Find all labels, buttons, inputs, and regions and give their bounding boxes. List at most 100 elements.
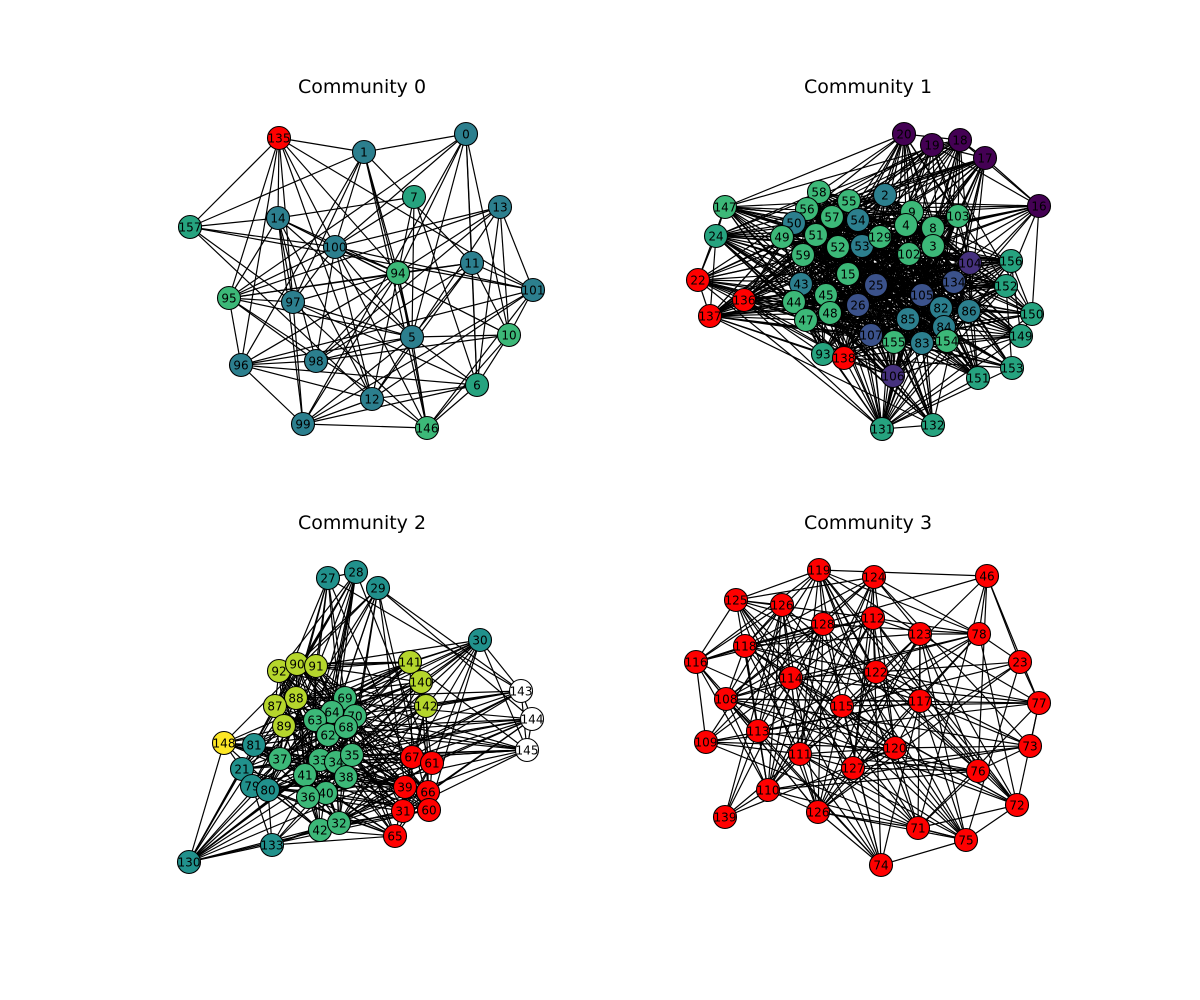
graph-edge [986, 575, 1040, 704]
graph-edge [953, 281, 1013, 369]
node-label: 134 [943, 275, 966, 289]
graph-node: 139 [712, 804, 738, 830]
graph-edge [799, 617, 874, 755]
graph-edge [302, 384, 478, 425]
graph-edge [852, 767, 979, 772]
node-label: 29 [370, 581, 385, 595]
node-label: 123 [909, 627, 932, 641]
graph-edge [228, 272, 399, 299]
node-label: 33 [312, 753, 327, 767]
graph-edge [302, 398, 373, 425]
node-label: 152 [995, 279, 1018, 293]
graph-edge [499, 206, 510, 336]
graph-edge [919, 633, 979, 772]
graph-edge [757, 730, 979, 772]
node-circle [351, 139, 377, 165]
graph-edge [735, 599, 882, 866]
node-label: 40 [318, 786, 333, 800]
graph-edge [875, 260, 1012, 286]
graph-node: 99 [290, 411, 316, 437]
node-circle [416, 797, 442, 823]
graph-node: 83 [909, 330, 935, 356]
node-circle [731, 287, 757, 313]
node-circle [1008, 323, 1034, 349]
graph-edge [735, 599, 874, 619]
node-circle [712, 804, 738, 830]
graph-edge [725, 633, 980, 700]
graph-edge [302, 133, 467, 425]
graph-edge [829, 312, 945, 328]
graph-edge [818, 569, 988, 577]
node-label: 122 [865, 665, 888, 679]
graph-edge [817, 811, 967, 841]
graph-edge [893, 341, 979, 379]
graph-edge [292, 272, 399, 303]
graph-edge [724, 747, 896, 818]
node-label: 75 [958, 833, 973, 847]
graph-node: 67 [399, 744, 425, 770]
graph-node: 96 [228, 352, 254, 378]
graph-node: 23 [1007, 649, 1033, 675]
graph-edge [223, 690, 522, 744]
node-label: 28 [348, 565, 363, 579]
graph-edge [825, 253, 910, 296]
node-circle [845, 292, 871, 318]
node-label: 34 [328, 755, 343, 769]
graph-node: 87 [262, 693, 288, 719]
graph-edge [188, 742, 225, 863]
graph-edge [829, 312, 894, 377]
graph-edge [852, 767, 967, 841]
graph-edge [189, 226, 336, 248]
node-circle [315, 565, 341, 591]
graph-node: 52 [825, 234, 851, 260]
node-circle [769, 592, 795, 618]
graph-node: 53 [849, 233, 875, 259]
graph-edge [709, 235, 717, 317]
graph-edge [189, 137, 280, 228]
graph-edge [919, 700, 1018, 806]
node-label: 88 [288, 691, 303, 705]
graph-edge [735, 569, 820, 601]
graph-edge [228, 297, 317, 362]
node-circle [283, 685, 309, 711]
graph-node: 76 [965, 758, 991, 784]
node-label: 143 [510, 684, 533, 698]
graph-edge [314, 719, 321, 831]
graph-node: 110 [755, 777, 781, 803]
graph-edge [705, 700, 921, 743]
node-label: 135 [268, 131, 291, 145]
node-circle [861, 564, 887, 590]
graph-edge [817, 811, 882, 866]
graph-node: 18 [947, 127, 973, 153]
graph-edge [228, 246, 336, 299]
node-label: 12 [364, 392, 379, 406]
graph-edge [695, 661, 769, 791]
node-label: 92 [271, 664, 286, 678]
node-label: 54 [850, 213, 865, 227]
graph-node: 125 [723, 587, 749, 613]
graph-node: 32 [326, 810, 352, 836]
graph-edge [277, 217, 317, 362]
node-circle [819, 204, 845, 230]
node-label: 90 [289, 657, 304, 671]
node-label: 110 [757, 783, 780, 797]
graph-edge [240, 272, 399, 366]
graph-edge [240, 336, 413, 366]
graph-edge [695, 661, 707, 743]
graph-node: 82 [928, 295, 954, 321]
node-label: 23 [1012, 655, 1027, 669]
node-label: 41 [297, 768, 312, 782]
graph-node: 89 [271, 713, 297, 739]
node-label: 19 [924, 138, 939, 152]
graph-node: 94 [385, 260, 411, 286]
node-label: 73 [1022, 739, 1037, 753]
graph-edge [911, 139, 961, 213]
graph-edge [228, 206, 501, 299]
node-label: 141 [399, 655, 422, 669]
node-circle [778, 665, 804, 691]
graph-node: 115 [829, 693, 855, 719]
graph-edge [818, 133, 905, 193]
node-label: 107 [860, 328, 883, 342]
node-label: 64 [324, 705, 339, 719]
